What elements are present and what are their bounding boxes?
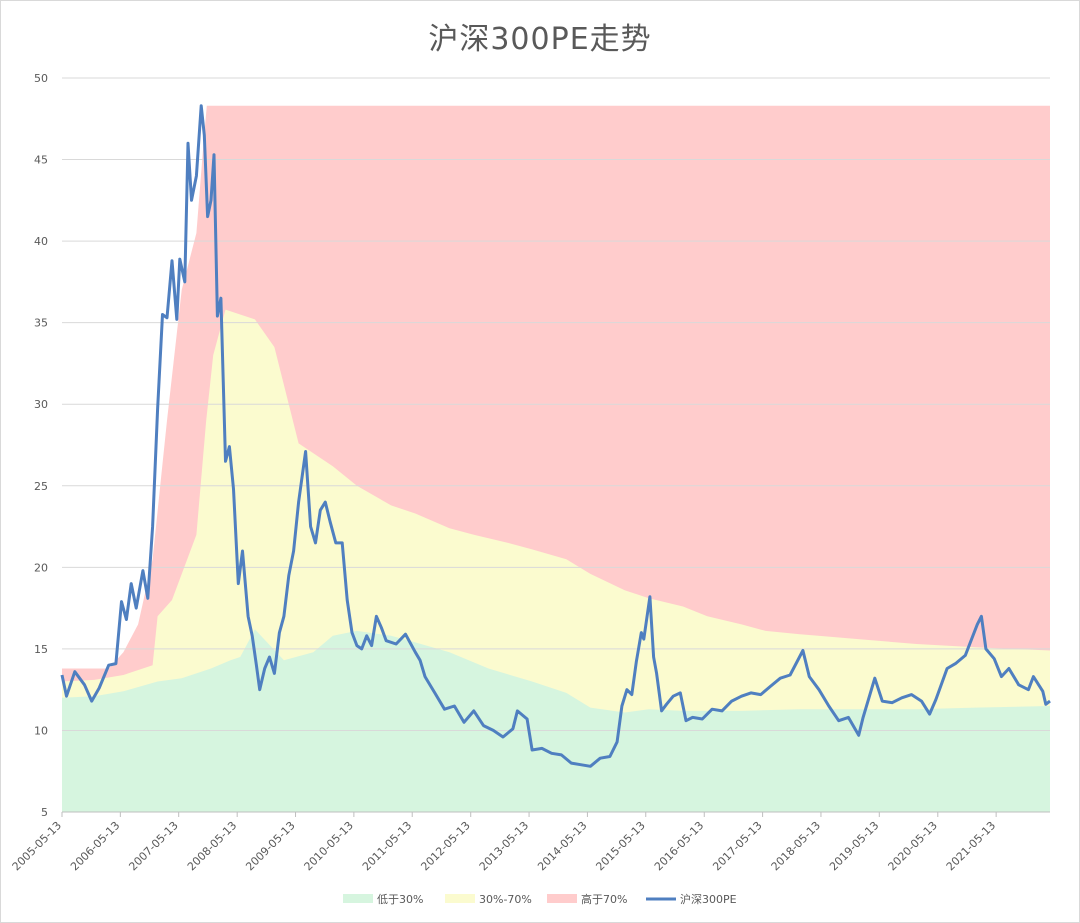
legend-swatch [445, 894, 475, 903]
x-tick-label: 2009-05-13 [243, 819, 297, 873]
area-low-30 [62, 629, 1050, 812]
x-tick-label: 2012-05-13 [418, 819, 472, 873]
x-tick-label: 2019-05-13 [827, 819, 881, 873]
pe-line-layer [60, 104, 1051, 768]
x-tick-label: 2013-05-13 [477, 819, 531, 873]
y-tick-label: 15 [34, 643, 48, 656]
legend-label: 低于30% [377, 893, 423, 906]
y-tick-label: 20 [34, 561, 48, 574]
y-tick-label: 30 [34, 398, 48, 411]
x-tick-label: 2014-05-13 [535, 819, 589, 873]
x-tick-label: 2018-05-13 [769, 819, 823, 873]
y-tick-label: 50 [34, 72, 48, 85]
y-tick-label: 35 [34, 317, 48, 330]
y-tick-label: 25 [34, 480, 48, 493]
x-axis: 2005-05-13 2006-05-13 2007-05-13 2008-05-13… [10, 811, 1050, 873]
x-tick-label: 2010-05-13 [302, 819, 356, 873]
x-tick-label: 2005-05-13 [10, 819, 64, 873]
x-tick-label: 2008-05-13 [185, 819, 239, 873]
y-tick-label: 5 [41, 806, 48, 819]
legend-label: 30%-70% [479, 893, 532, 906]
x-tick-label: 2016-05-13 [652, 819, 706, 873]
x-tick-label: 2006-05-13 [68, 819, 122, 873]
y-tick-label: 40 [34, 235, 48, 248]
x-tick-label: 2020-05-13 [886, 819, 940, 873]
y-axis: 5 10 15 20 25 30 35 40 45 50 [34, 72, 48, 819]
area-layer [62, 105, 1050, 812]
x-tick-label: 2015-05-13 [593, 819, 647, 873]
pe-line [60, 104, 1051, 768]
legend-swatch [547, 894, 577, 903]
y-tick-label: 45 [34, 154, 48, 167]
y-tick-label: 10 [34, 724, 48, 737]
x-tick-label: 2021-05-13 [944, 819, 998, 873]
x-tick-label: 2007-05-13 [126, 819, 180, 873]
legend-label: 沪深300PE [680, 892, 737, 906]
gridlines [62, 77, 1050, 731]
legend-swatch [343, 894, 373, 903]
x-tick-label: 2017-05-13 [710, 819, 764, 873]
legend: 低于30% 30%-70% 高于70% 沪深300PE [343, 892, 737, 906]
chart-title: 沪深300PE走势 [428, 22, 652, 57]
legend-label: 高于70% [581, 892, 627, 906]
x-tick-label: 2011-05-13 [360, 819, 414, 873]
